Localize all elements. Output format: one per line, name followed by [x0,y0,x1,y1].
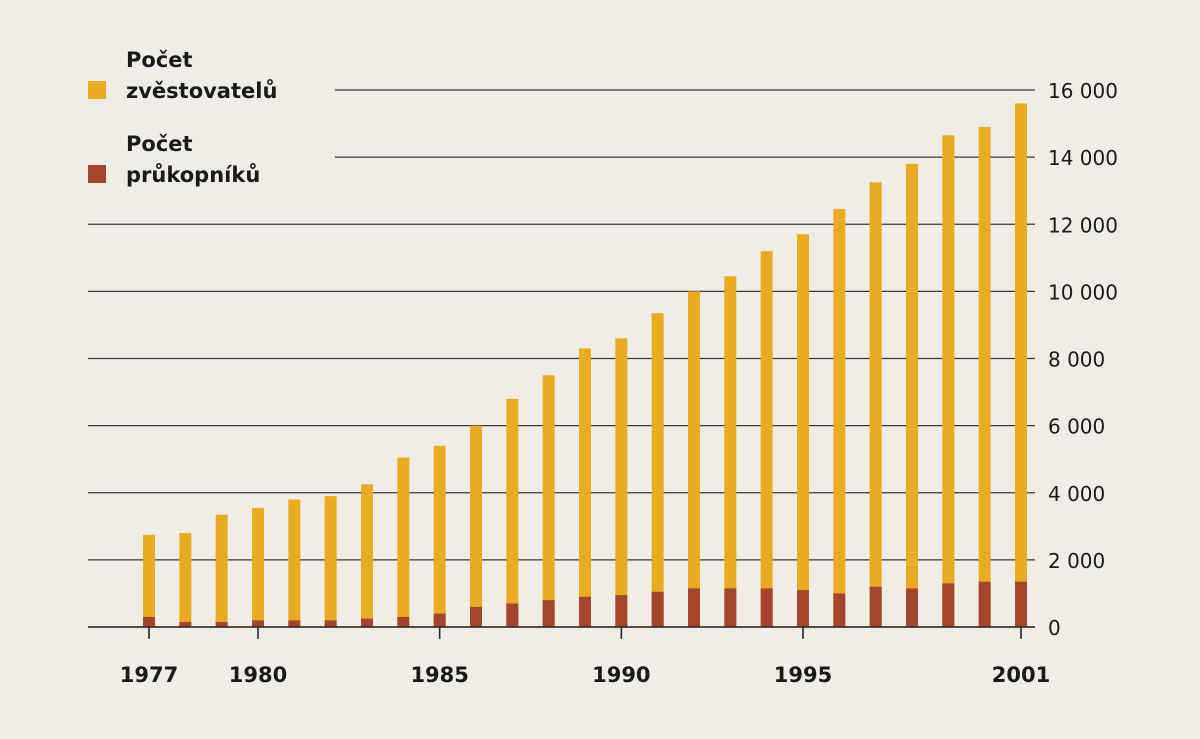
bar-pioneers [579,596,591,627]
y-tick-label: 12 000 [1048,213,1118,237]
y-tick-label: 14 000 [1048,146,1118,170]
bar-publishers [579,348,591,627]
bar-pioneers [724,588,737,627]
bar-publishers [324,496,337,627]
bar-pioneers [1015,581,1027,627]
bar-publishers [724,276,737,627]
bar-pioneers [942,583,955,627]
bar-publishers [470,425,482,627]
x-tick-label: 1980 [229,663,287,687]
bar-publishers [906,163,918,627]
bar-publishers [215,514,228,627]
bar-publishers [288,499,301,627]
bar-pioneers [288,620,301,627]
bar-pioneers [324,620,337,627]
bar-pioneers [797,590,809,627]
x-tick-label: 2001 [992,663,1050,687]
bar-publishers [542,375,555,627]
legend-swatch-pioneers [88,165,106,183]
y-tick-label: 2 000 [1048,549,1105,573]
bar-publishers [869,182,882,627]
bar-pioneers [651,591,664,627]
bar-pioneers [542,600,555,627]
y-tick-label: 0 [1048,616,1061,640]
bar-pioneers [506,603,519,627]
bar-pioneers [143,616,155,627]
x-tick-label: 1995 [774,663,832,687]
legend-label-publishers-line2: zvěstovatelů [126,79,278,103]
legend-item-publishers: Počet zvěstovatelů [88,45,326,107]
legend-item-pioneers: Počet průkopníků [88,129,326,191]
bar-publishers [615,338,628,627]
legend-label-publishers-line1: Počet [126,48,193,72]
bar-publishers [651,313,664,627]
bar-pioneers [433,613,446,627]
y-tick-label: 16 000 [1048,79,1118,103]
bar-pioneers [361,618,373,627]
bar-publishers [978,126,991,627]
y-tick-label: 8 000 [1048,348,1105,372]
bar-publishers [143,534,155,627]
bar-pioneers [397,616,410,627]
bar-pioneers [252,620,264,627]
x-tick-label: 1985 [410,663,468,687]
bar-publishers [433,445,446,627]
bar-pioneers [760,588,773,627]
bar-publishers [361,484,373,627]
bar-publishers [760,251,773,627]
bar-publishers [397,457,410,627]
legend: Počet zvěstovatelů Počet průkopníků [88,45,326,213]
legend-label-pioneers-line1: Počet [126,132,193,156]
y-tick-label: 10 000 [1048,280,1118,304]
bar-publishers [252,507,264,627]
legend-swatch-publishers [88,81,106,99]
bar-pioneers [470,606,482,627]
y-tick-label: 4 000 [1048,482,1105,506]
bar-pioneers [869,586,882,627]
bar-pioneers [215,621,228,627]
bar-pioneers [978,581,991,627]
legend-label-pioneers-line2: průkopníků [126,163,261,187]
bar-pioneers [688,588,700,627]
bar-pioneers [833,593,846,627]
bar-publishers [797,234,809,627]
bar-publishers [1015,103,1027,628]
bar-publishers [688,291,700,627]
y-tick-label: 6 000 [1048,415,1105,439]
bar-publishers [942,135,955,627]
bar-pioneers [615,595,628,627]
bar-publishers [833,209,846,627]
bar-publishers [179,533,192,627]
bar-pioneers [906,588,918,627]
bar-pioneers [179,621,192,627]
bar-publishers [506,398,519,627]
x-tick-label: 1977 [120,663,178,687]
x-tick-label: 1990 [592,663,650,687]
